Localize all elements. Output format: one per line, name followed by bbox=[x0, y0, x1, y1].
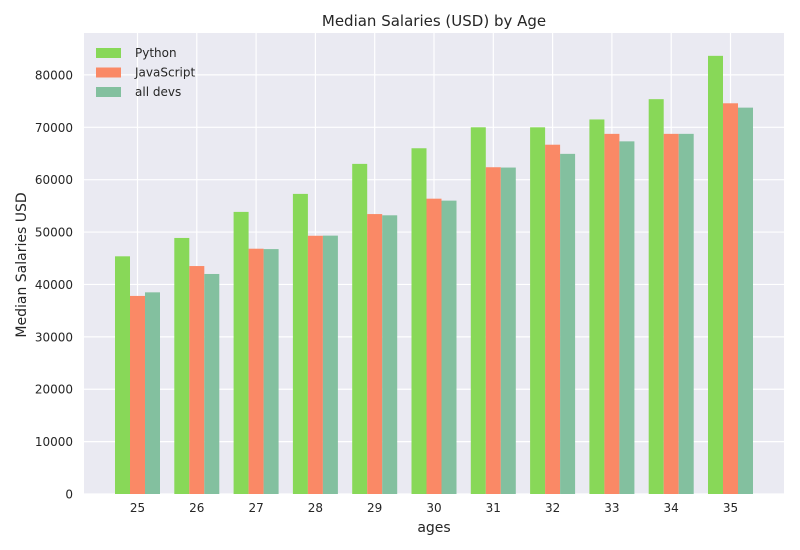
bar-python-32 bbox=[530, 127, 546, 494]
bar-all-devs-25 bbox=[145, 292, 160, 494]
bar-python-27 bbox=[233, 211, 249, 495]
legend-label: all devs bbox=[135, 85, 181, 99]
y-tick-label: 0 bbox=[65, 488, 73, 502]
bar-python-34 bbox=[648, 99, 664, 495]
y-axis-label: Median Salaries USD bbox=[14, 192, 30, 337]
y-tick-label: 80000 bbox=[35, 68, 73, 82]
bar-all-devs-30 bbox=[441, 200, 457, 495]
y-tick-label: 50000 bbox=[35, 226, 73, 240]
bar-python-33 bbox=[589, 119, 605, 494]
bar-all-devs-32 bbox=[560, 153, 576, 494]
x-tick-label: 32 bbox=[545, 501, 560, 515]
bar-python-31 bbox=[470, 127, 486, 495]
bars bbox=[115, 55, 753, 495]
x-tick-label: 29 bbox=[367, 501, 382, 515]
bar-javascript-34 bbox=[663, 133, 679, 495]
bar-all-devs-34 bbox=[678, 133, 694, 494]
chart-title: Median Salaries (USD) by Age bbox=[322, 12, 546, 30]
y-tick-label: 20000 bbox=[35, 383, 73, 397]
bar-python-28 bbox=[292, 193, 308, 495]
y-tick-labels: 0 10000 20000 30000 40000 50000 60000 70000 8000… bbox=[35, 68, 73, 501]
x-tick-label: 30 bbox=[426, 501, 441, 515]
bar-javascript-27 bbox=[248, 248, 264, 494]
y-tick-label: 60000 bbox=[35, 173, 73, 187]
bar-javascript-29 bbox=[367, 214, 383, 494]
y-tick-label: 70000 bbox=[35, 121, 73, 135]
x-tick-label: 34 bbox=[664, 501, 679, 515]
bar-all-devs-35 bbox=[738, 107, 753, 495]
x-tick-label: 31 bbox=[486, 501, 501, 515]
bar-python-30 bbox=[411, 148, 427, 494]
bar-python-25 bbox=[115, 256, 130, 494]
bar-javascript-32 bbox=[545, 144, 561, 494]
y-tick-label: 10000 bbox=[35, 435, 73, 449]
bar-python-29 bbox=[352, 163, 368, 495]
legend-label: Python bbox=[135, 46, 177, 60]
bar-javascript-28 bbox=[307, 235, 323, 494]
legend-swatch bbox=[96, 48, 121, 58]
x-tick-label: 28 bbox=[308, 501, 323, 515]
x-tick-label: 27 bbox=[248, 501, 263, 515]
legend-swatch bbox=[96, 87, 121, 97]
legend: Python JavaScript all devs bbox=[96, 46, 195, 99]
bar-javascript-25 bbox=[130, 295, 145, 494]
legend-label: JavaScript bbox=[134, 66, 195, 80]
bar-all-devs-31 bbox=[500, 167, 516, 494]
x-axis-label: ages bbox=[417, 520, 450, 536]
bar-javascript-31 bbox=[485, 167, 501, 494]
bar-all-devs-26 bbox=[204, 273, 220, 494]
x-tick-label: 33 bbox=[604, 501, 619, 515]
bar-python-35 bbox=[708, 55, 723, 494]
x-tick-label: 25 bbox=[130, 501, 145, 515]
y-tick-label: 30000 bbox=[35, 330, 73, 344]
legend-swatch bbox=[96, 67, 121, 78]
bar-all-devs-27 bbox=[263, 249, 279, 494]
bar-all-devs-28 bbox=[322, 235, 338, 495]
bar-javascript-33 bbox=[604, 133, 620, 495]
bar-python-26 bbox=[174, 237, 190, 494]
bar-javascript-35 bbox=[723, 103, 738, 495]
bar-all-devs-33 bbox=[619, 141, 635, 495]
y-tick-label: 40000 bbox=[35, 278, 73, 292]
bar-all-devs-29 bbox=[382, 215, 398, 494]
x-tick-label: 26 bbox=[189, 501, 204, 515]
x-tick-labels: 25 26 27 28 29 30 31 32 33 34 35 bbox=[130, 501, 738, 515]
x-tick-label: 35 bbox=[723, 501, 738, 515]
bar-javascript-30 bbox=[426, 198, 442, 494]
bar-javascript-26 bbox=[189, 266, 205, 494]
